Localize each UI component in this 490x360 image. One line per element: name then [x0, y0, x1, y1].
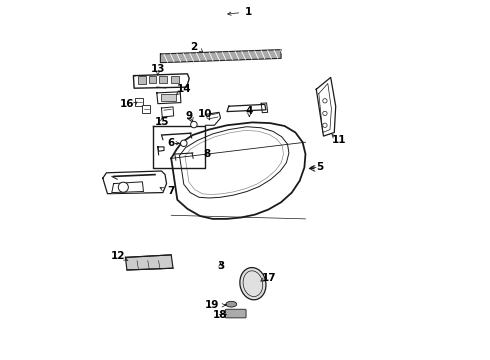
Text: 1: 1: [245, 6, 252, 17]
Ellipse shape: [226, 301, 237, 307]
Text: 6: 6: [168, 138, 175, 148]
Text: 14: 14: [176, 84, 191, 94]
Text: 11: 11: [332, 135, 346, 145]
Circle shape: [323, 111, 327, 116]
Text: 13: 13: [150, 64, 165, 74]
Text: 7: 7: [168, 186, 175, 196]
Polygon shape: [316, 77, 336, 136]
Text: 2: 2: [190, 42, 197, 52]
Ellipse shape: [240, 267, 266, 300]
Text: 3: 3: [217, 261, 224, 271]
Circle shape: [323, 123, 327, 127]
Circle shape: [323, 99, 327, 103]
Polygon shape: [205, 112, 221, 125]
Bar: [171, 76, 179, 83]
Circle shape: [118, 182, 128, 192]
Polygon shape: [103, 171, 167, 194]
Bar: [139, 76, 147, 84]
Text: 17: 17: [262, 273, 277, 283]
Polygon shape: [112, 182, 144, 193]
Bar: [162, 94, 176, 101]
Circle shape: [180, 140, 187, 147]
Polygon shape: [157, 92, 181, 104]
Polygon shape: [227, 104, 266, 112]
Text: 8: 8: [203, 149, 211, 159]
Bar: [135, 98, 143, 106]
Text: 9: 9: [186, 111, 193, 121]
Polygon shape: [171, 122, 305, 219]
Bar: [148, 76, 156, 83]
Text: 10: 10: [197, 109, 212, 120]
Circle shape: [191, 121, 197, 128]
Text: 4: 4: [245, 106, 253, 116]
Text: 5: 5: [316, 162, 323, 172]
Polygon shape: [133, 74, 189, 88]
Polygon shape: [162, 107, 174, 117]
Bar: [159, 76, 167, 83]
Text: 19: 19: [205, 300, 219, 310]
Text: 12: 12: [111, 251, 125, 261]
Polygon shape: [125, 255, 173, 270]
Text: 16: 16: [120, 99, 134, 109]
Polygon shape: [160, 50, 281, 63]
Bar: [143, 105, 150, 113]
Text: 15: 15: [155, 117, 170, 127]
FancyBboxPatch shape: [225, 309, 246, 318]
Text: 18: 18: [213, 310, 227, 320]
